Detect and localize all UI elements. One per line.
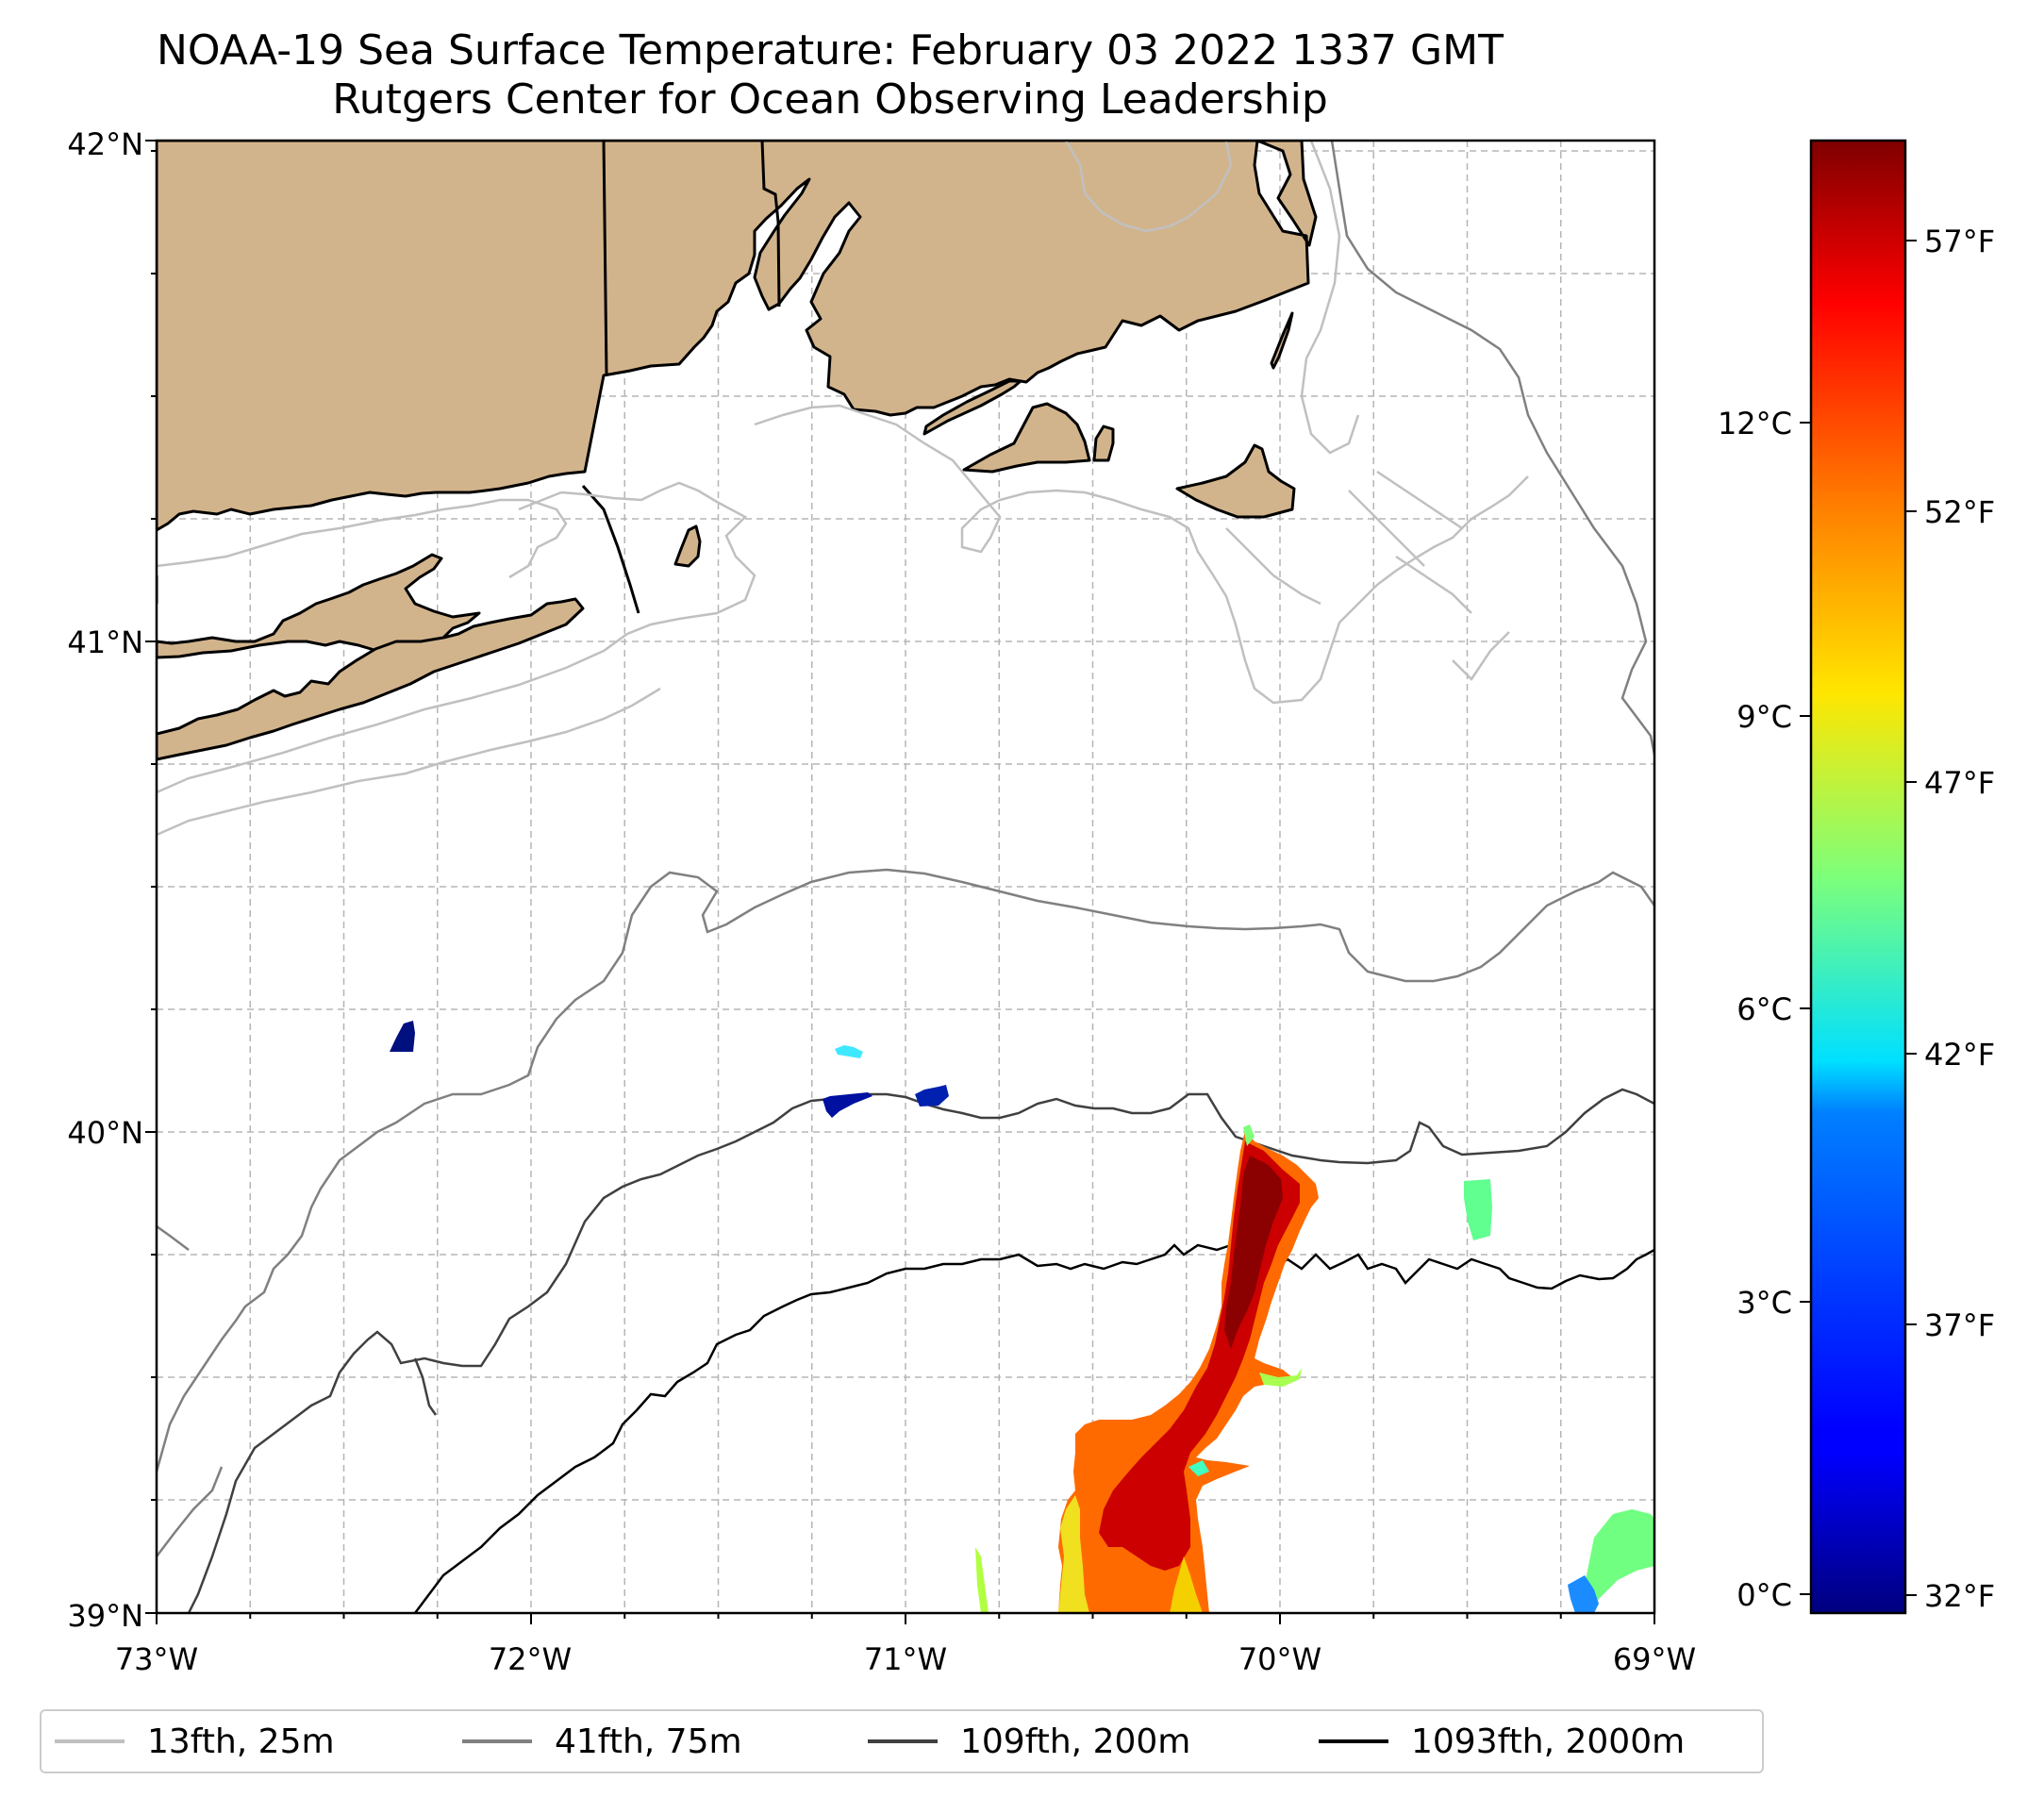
land-nantucket (1175, 443, 1296, 519)
lat-label-41: 41°N (67, 624, 143, 660)
land-block-island (673, 524, 702, 568)
lon-label-72: 72°W (489, 1641, 572, 1677)
isobath-legend: 13fth, 25m 41fth, 75m 109fth, 200m 1093f… (40, 1709, 1764, 1773)
land-elizabeth-islands (922, 379, 1022, 436)
sst-patch-navy-west (390, 1021, 415, 1052)
sst-patch-navy-mid2 (915, 1085, 949, 1106)
legend-label-75m: 41fth, 75m (555, 1722, 742, 1761)
sst-patch-green-se (1585, 1509, 1654, 1604)
cbar-f-32: 32°F (1924, 1578, 1995, 1614)
cbar-c-9: 9°C (1737, 699, 1792, 735)
legend-item-25m: 13fth, 25m (55, 1711, 335, 1772)
land-long-island-south-fork (157, 597, 585, 761)
legend-label-2000m: 1093fth, 2000m (1411, 1722, 1686, 1761)
cbar-c-6: 6°C (1737, 991, 1792, 1027)
land (157, 141, 1318, 761)
legend-item-200m: 109fth, 200m (868, 1711, 1190, 1772)
lon-label-71: 71°W (864, 1641, 947, 1677)
isobath-2000m (414, 1243, 1654, 1613)
isobath-25m (157, 141, 1529, 837)
isobath-75m (157, 141, 1654, 1557)
cbar-f-57: 57°F (1924, 224, 1995, 259)
sst-patch-green-thin (975, 1547, 989, 1613)
lat-label-39: 39°N (67, 1598, 143, 1634)
sst-patch-green-top (1243, 1124, 1255, 1146)
sst-patch-green-arm (1259, 1368, 1302, 1387)
sst-patch-blue-se (1568, 1575, 1599, 1613)
sst-patch-yellow-right (1170, 1556, 1203, 1613)
legend-swatch-200m (868, 1739, 938, 1743)
ny-ct-border (581, 485, 640, 614)
colorbar-ticks (1800, 240, 1917, 1596)
sst-patch-yellow-edge (1058, 1495, 1089, 1613)
axis-ticks (145, 140, 1655, 1624)
legend-swatch-2000m (1319, 1739, 1388, 1743)
lat-label-40: 40°N (67, 1115, 143, 1151)
state-boundaries (157, 141, 781, 614)
sst-patch-navy-mid (823, 1092, 872, 1118)
land-mainland-ct-ri-ma (157, 141, 1318, 532)
cbar-f-47: 47°F (1924, 765, 1995, 801)
sst-data (390, 1021, 1654, 1613)
ct-ri-border (602, 141, 608, 376)
legend-item-75m: 41fth, 75m (462, 1711, 742, 1772)
ri-ma-border (760, 141, 781, 308)
cbar-f-52: 52°F (1924, 494, 1995, 530)
figure-subtitle: Rutgers Center for Ocean Observing Leade… (332, 75, 1328, 124)
colorbar: 12°C 9°C 6°C 3°C 0°C 57°F 52°F 47°F 42°F… (1718, 139, 1995, 1615)
legend-label-200m: 109fth, 200m (960, 1722, 1191, 1761)
sst-patch-cyan-arm (1188, 1460, 1209, 1476)
lon-label-70: 70°W (1238, 1641, 1321, 1677)
cbar-f-42: 42°F (1924, 1037, 1995, 1073)
legend-item-2000m: 1093fth, 2000m (1319, 1711, 1685, 1772)
map-area (157, 141, 1654, 1613)
lat-label-42: 42°N (67, 126, 143, 162)
lon-label-69: 69°W (1613, 1641, 1696, 1677)
cbar-c-12: 12°C (1718, 406, 1792, 441)
sst-patch-green-east (1464, 1179, 1492, 1240)
lon-label-73: 73°W (115, 1641, 198, 1677)
colorbar-gradient (1809, 139, 1907, 1615)
cbar-f-37: 37°F (1924, 1307, 1995, 1343)
land-long-island (157, 553, 481, 659)
land-marthas-vineyard (962, 402, 1091, 474)
legend-label-25m: 13fth, 25m (147, 1722, 335, 1761)
land-monomoy (1270, 311, 1294, 370)
legend-swatch-75m (462, 1739, 532, 1743)
legend-swatch-25m (55, 1739, 125, 1743)
cbar-c-0: 0°C (1737, 1577, 1792, 1613)
cbar-c-3: 3°C (1737, 1285, 1792, 1321)
sst-patch-darkred (1224, 1156, 1283, 1349)
figure-title: NOAA-19 Sea Surface Temperature: Februar… (157, 26, 1504, 75)
sst-patch-cyan-small (835, 1045, 863, 1058)
land-chappaquiddick (1092, 424, 1115, 462)
